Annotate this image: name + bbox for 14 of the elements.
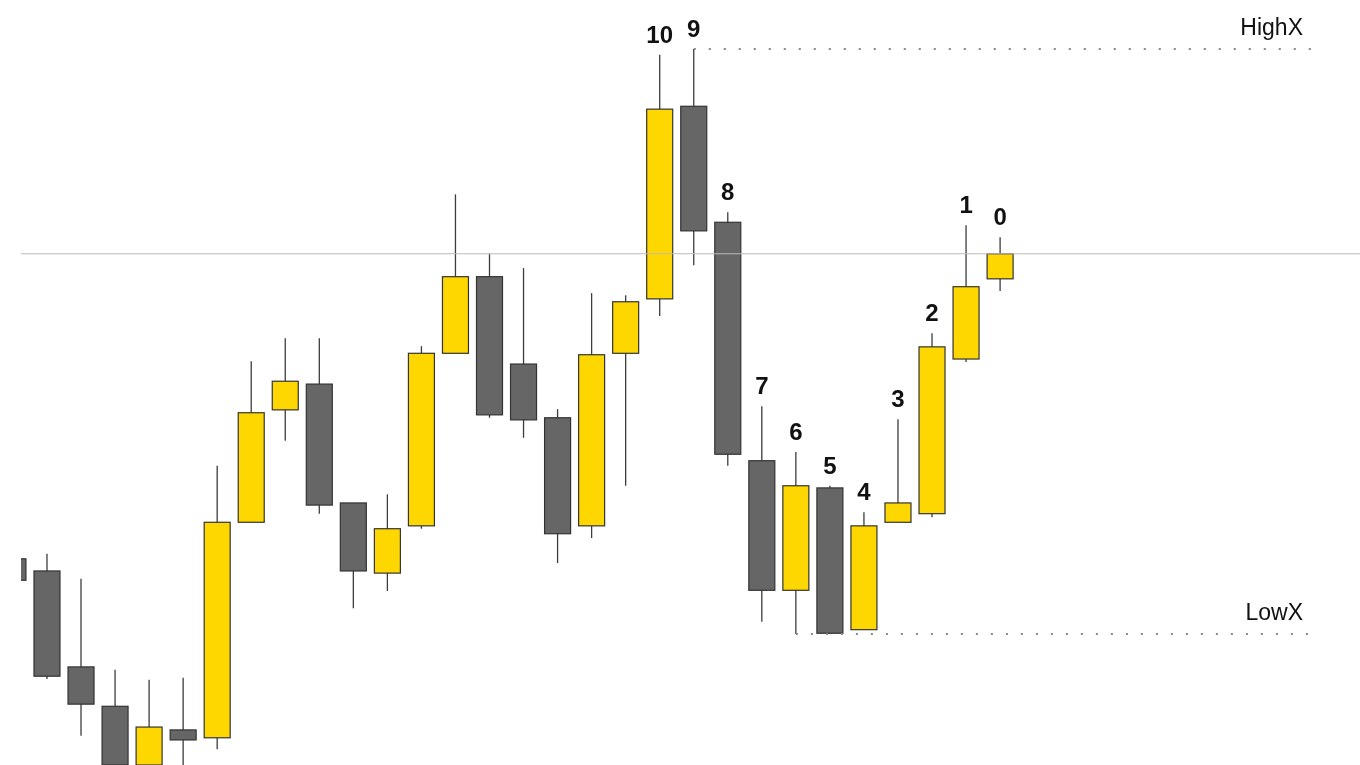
text: 1	[959, 191, 973, 219]
text: 0	[993, 203, 1007, 231]
text: 4	[857, 478, 871, 506]
text: 9	[687, 15, 701, 42]
text: 10	[646, 20, 674, 48]
candlestick	[169, 677, 197, 765]
text: 7	[755, 372, 769, 400]
ref-line-label: HighX	[1240, 14, 1303, 40]
text: 2	[925, 299, 939, 327]
ref-line-label: LowX	[1245, 598, 1303, 625]
text: 6	[789, 418, 803, 446]
text: 5	[823, 451, 837, 479]
text: 8	[721, 178, 735, 206]
text: 3	[891, 385, 905, 413]
